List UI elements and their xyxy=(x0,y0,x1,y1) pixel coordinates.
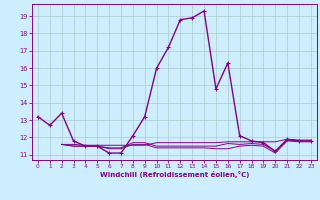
X-axis label: Windchill (Refroidissement éolien,°C): Windchill (Refroidissement éolien,°C) xyxy=(100,171,249,178)
